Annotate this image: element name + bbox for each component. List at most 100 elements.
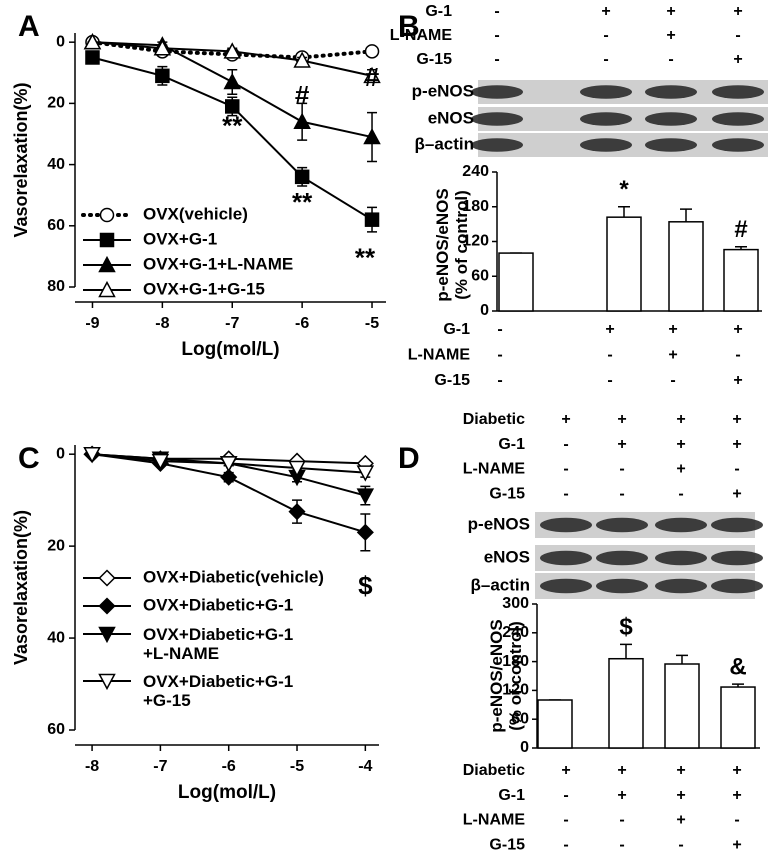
- row-sign: +: [732, 411, 741, 428]
- legend-label: OVX+Diabetic+G-1 +L-NAME: [143, 624, 294, 663]
- legend-marker: [98, 280, 116, 298]
- x-tick-label: -6: [222, 758, 236, 775]
- row-sign: -: [670, 372, 675, 389]
- data-point: [356, 465, 375, 482]
- row-sign: -: [735, 347, 740, 364]
- blot-band: [596, 550, 648, 566]
- row-sign: -: [563, 836, 568, 853]
- row-label: G-15: [416, 51, 452, 68]
- row-sign: -: [678, 836, 683, 853]
- x-tick-label: -9: [85, 315, 99, 332]
- data-point: [288, 503, 306, 521]
- y-tick-label: 240: [502, 624, 529, 641]
- data-point: [155, 68, 170, 84]
- data-point: [153, 39, 172, 56]
- legend-label: OVX+Diabetic+G-1: [143, 595, 293, 614]
- row-sign: -: [734, 461, 739, 478]
- row-sign: -: [735, 27, 740, 44]
- y-axis-label: p-eNOS/eNOS (% of control): [433, 188, 471, 302]
- row-label: G-15: [489, 836, 525, 853]
- data-point: [83, 33, 102, 50]
- data-point: [223, 72, 241, 90]
- data-point: [288, 460, 306, 478]
- annotation: **: [355, 242, 376, 272]
- annotation: **: [292, 187, 313, 217]
- blot-band: [580, 138, 632, 152]
- blot-band: [712, 85, 764, 99]
- blot-band: [471, 112, 523, 126]
- row-label: G-1: [425, 3, 452, 20]
- row-sign: +: [733, 51, 742, 68]
- y-tick-label: 80: [47, 278, 65, 295]
- blot-band: [645, 112, 697, 126]
- row-label: G-15: [489, 485, 525, 502]
- row-sign: -: [494, 51, 499, 68]
- row-sign: -: [607, 347, 612, 364]
- row-sign: -: [563, 461, 568, 478]
- row-sign: -: [619, 461, 624, 478]
- blot-band: [596, 578, 648, 594]
- row-sign: +: [732, 485, 741, 502]
- y-tick-label: 40: [47, 156, 65, 173]
- row-sign: -: [619, 485, 624, 502]
- y-tick-label: 0: [56, 33, 65, 50]
- row-sign: -: [563, 436, 568, 453]
- row-sign: -: [494, 27, 499, 44]
- data-point: [364, 44, 380, 59]
- blot-band: [711, 578, 763, 594]
- row-sign: -: [668, 51, 673, 68]
- row-sign: +: [732, 762, 741, 779]
- y-tick-label: 180: [462, 198, 489, 215]
- row-sign: +: [668, 347, 677, 364]
- blot-label: p-eNOS: [468, 514, 530, 533]
- data-point: [356, 523, 374, 541]
- y-tick-label: 240: [462, 163, 489, 180]
- row-sign: -: [734, 812, 739, 829]
- y-tick-label: 120: [502, 682, 529, 699]
- row-sign: +: [666, 27, 675, 44]
- blot-label: eNOS: [484, 547, 530, 566]
- row-sign: -: [563, 787, 568, 804]
- row-sign: -: [497, 372, 502, 389]
- row-label: G-1: [498, 787, 525, 804]
- y-axis-label: p-eNOS/eNOS (% of control): [487, 619, 525, 733]
- data-point: [363, 127, 381, 145]
- annotation: $: [619, 614, 633, 641]
- data-point: [224, 99, 240, 114]
- bar: [606, 216, 642, 312]
- row-sign: +: [732, 436, 741, 453]
- row-sign: -: [497, 347, 502, 364]
- row-sign: +: [733, 372, 742, 389]
- annotation: #: [365, 62, 380, 92]
- data-point: [85, 50, 100, 65]
- row-sign: +: [561, 762, 570, 779]
- y-tick-label: 20: [47, 95, 65, 112]
- blot-band: [596, 517, 648, 533]
- legend-marker: [98, 626, 116, 644]
- y-tick-label: 60: [47, 721, 65, 738]
- bar: [664, 663, 700, 749]
- row-label: Diabetic: [463, 762, 525, 779]
- x-tick-label: -8: [85, 758, 99, 775]
- row-sign: -: [619, 812, 624, 829]
- error-bar: [680, 208, 692, 222]
- row-sign: -: [563, 485, 568, 502]
- row-sign: +: [668, 321, 677, 338]
- y-tick-label: 0: [480, 302, 489, 319]
- row-label: L-NAME: [408, 347, 471, 364]
- x-tick-label: -5: [365, 315, 379, 332]
- data-point: [356, 488, 375, 505]
- legend-label: OVX+G-1+L-NAME: [143, 254, 293, 273]
- row-label: Diabetic: [463, 411, 525, 428]
- blot-band: [712, 112, 764, 126]
- y-tick-label: 180: [502, 653, 529, 670]
- row-sign: -: [603, 51, 608, 68]
- row-sign: +: [666, 3, 675, 20]
- y-axis-label: Vasorelaxation(%): [11, 82, 31, 237]
- legend-marker: [99, 232, 115, 248]
- data-point: [83, 446, 101, 464]
- row-label: G-15: [434, 372, 470, 389]
- blot-band: [711, 550, 763, 566]
- row-sign: -: [607, 372, 612, 389]
